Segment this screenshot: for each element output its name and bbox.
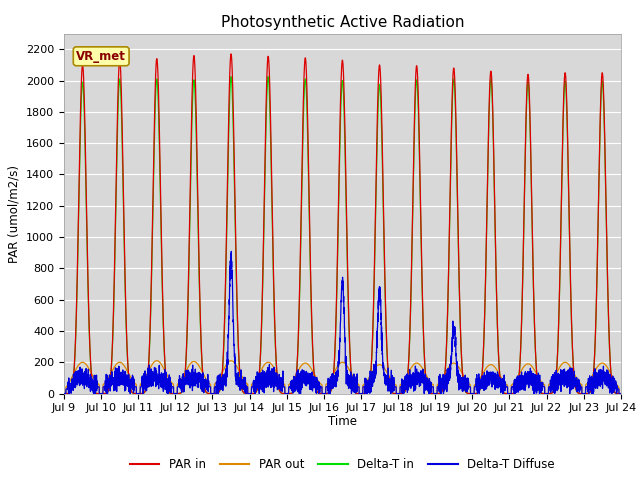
- X-axis label: Time: Time: [328, 415, 357, 428]
- Title: Photosynthetic Active Radiation: Photosynthetic Active Radiation: [221, 15, 464, 30]
- Text: VR_met: VR_met: [76, 50, 126, 63]
- Legend: PAR in, PAR out, Delta-T in, Delta-T Diffuse: PAR in, PAR out, Delta-T in, Delta-T Dif…: [125, 454, 560, 476]
- Y-axis label: PAR (umol/m2/s): PAR (umol/m2/s): [8, 165, 20, 263]
